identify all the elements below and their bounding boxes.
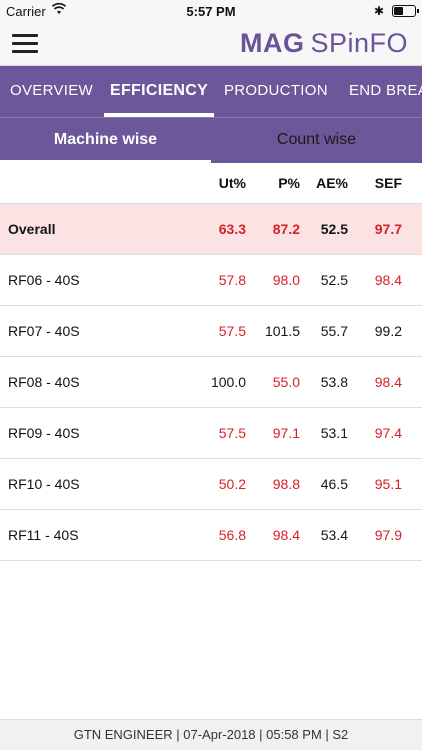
tab-production[interactable]: PRODUCTION <box>224 82 328 99</box>
column-header-ut: Ut% <box>218 175 246 191</box>
footer-status: GTN ENGINEER | 07-Apr-2018 | 05:58 PM | … <box>0 719 422 750</box>
overall-row[interactable]: Overall 63.3 87.2 52.5 97.7 <box>0 204 422 255</box>
cell-ae: 52.5 <box>320 272 348 288</box>
tab-efficiency[interactable]: EFFICIENCY <box>103 66 215 117</box>
cell-ut: 63.3 <box>218 221 246 237</box>
cell-ae: 53.8 <box>320 374 348 390</box>
cell-ae: 53.4 <box>320 527 348 543</box>
table-row[interactable]: RF06 - 40S 57.8 98.0 52.5 98.4 <box>0 255 422 306</box>
cell-ut: 56.8 <box>218 527 246 543</box>
cell-p: 98.0 <box>272 272 300 288</box>
cell-p: 98.4 <box>272 527 300 543</box>
status-bar: Carrier 5:57 PM ✱ <box>0 0 422 22</box>
cell-p: 101.5 <box>264 323 300 339</box>
efficiency-table: Ut% P% AE% SEF Overall 63.3 87.2 52.5 97… <box>0 163 422 561</box>
row-name: Overall <box>8 221 56 237</box>
column-header-p: P% <box>278 175 300 191</box>
row-name: RF06 - 40S <box>8 272 80 288</box>
cell-ae: 46.5 <box>320 476 348 492</box>
cell-sef: 97.9 <box>374 527 402 543</box>
cell-sef: 97.7 <box>374 221 402 237</box>
cell-ut: 50.2 <box>218 476 246 492</box>
tab-end-breaks[interactable]: END BREA <box>349 82 422 99</box>
cell-p: 55.0 <box>272 374 300 390</box>
table-row[interactable]: RF08 - 40S 100.0 55.0 53.8 98.4 <box>0 357 422 408</box>
table-row[interactable]: RF10 - 40S 50.2 98.8 46.5 95.1 <box>0 459 422 510</box>
wifi-icon <box>52 3 66 14</box>
bluetooth-icon: ✱ <box>374 4 385 18</box>
brand-mag: MAG <box>239 28 305 58</box>
cell-ut: 57.5 <box>218 425 246 441</box>
brand-spinfo: SPinFO <box>310 28 408 58</box>
tab-overview[interactable]: OVERVIEW <box>10 82 93 99</box>
cell-p: 87.2 <box>272 221 300 237</box>
column-header-ae: AE% <box>316 175 348 191</box>
app-logo: MAG SPinFO <box>240 28 408 59</box>
cell-p: 98.8 <box>272 476 300 492</box>
sub-tab-bar: Machine wise Count wise <box>0 117 422 164</box>
row-name: RF10 - 40S <box>8 476 80 492</box>
main-tab-bar: OVERVIEW EFFICIENCY PRODUCTION END BREA <box>0 66 422 117</box>
row-name: RF11 - 40S <box>8 527 79 543</box>
cell-ae: 53.1 <box>320 425 348 441</box>
table-row[interactable]: RF07 - 40S 57.5 101.5 55.7 99.2 <box>0 306 422 357</box>
tab-machine-wise[interactable]: Machine wise <box>0 118 211 164</box>
table-header-row: Ut% P% AE% SEF <box>0 163 422 204</box>
cell-ae: 55.7 <box>320 323 348 339</box>
cell-ae: 52.5 <box>320 221 348 237</box>
cell-sef: 98.4 <box>374 374 402 390</box>
cell-sef: 99.2 <box>374 323 402 339</box>
status-time: 5:57 PM <box>186 4 236 19</box>
cell-sef: 97.4 <box>374 425 402 441</box>
cell-ut: 57.8 <box>218 272 246 288</box>
table-row[interactable]: RF11 - 40S 56.8 98.4 53.4 97.9 <box>0 510 422 561</box>
hamburger-menu-icon[interactable] <box>12 34 38 54</box>
cell-sef: 98.4 <box>374 272 402 288</box>
cell-ut: 57.5 <box>218 323 246 339</box>
cell-sef: 95.1 <box>374 476 402 492</box>
tab-count-wise[interactable]: Count wise <box>276 131 357 148</box>
carrier-label: Carrier <box>6 4 46 19</box>
cell-ut: 100.0 <box>210 374 246 390</box>
table-row[interactable]: RF09 - 40S 57.5 97.1 53.1 97.4 <box>0 408 422 459</box>
column-header-sef: SEF <box>374 175 402 191</box>
app-header: MAG SPinFO <box>0 22 422 66</box>
row-name: RF08 - 40S <box>8 374 80 390</box>
cell-p: 97.1 <box>272 425 300 441</box>
row-name: RF07 - 40S <box>8 323 80 339</box>
row-name: RF09 - 40S <box>8 425 80 441</box>
battery-icon <box>392 5 419 17</box>
